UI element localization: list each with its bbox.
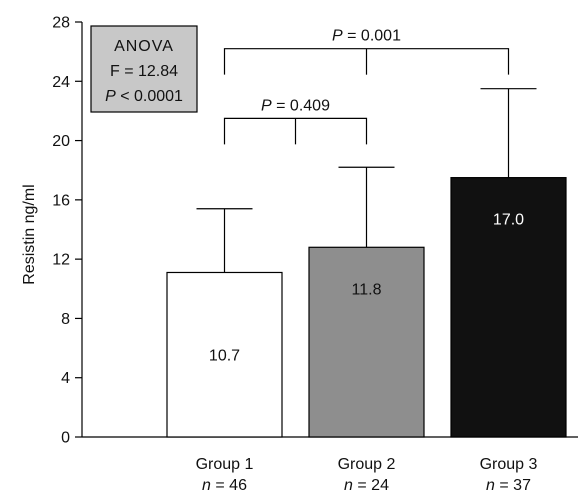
bars: 10.7 Group 1 n = 46 11.8 Group 2 n = 24 17.0 Gr… <box>166 88 567 493</box>
bar-value-label: 10.7 <box>209 348 240 365</box>
bar-group-3 <box>450 177 567 438</box>
anova-box <box>90 25 198 113</box>
p-symbol: P <box>105 88 116 105</box>
p-symbol: P <box>261 97 272 114</box>
y-tick-label: 20 <box>52 133 70 150</box>
n-value: = 46 <box>211 477 247 493</box>
y-tick-label: 28 <box>52 15 70 32</box>
bar-value-label: 11.8 <box>352 281 382 298</box>
y-tick-label: 16 <box>52 192 70 209</box>
n-value: = 24 <box>353 477 389 493</box>
n-symbol: n <box>202 477 211 493</box>
p-value-text: = 0.409 <box>272 97 330 114</box>
x-tick-label: Group 2 <box>338 456 396 473</box>
y-tick-label: 12 <box>52 252 70 269</box>
n-symbol: n <box>486 477 495 493</box>
comparison-bracket <box>223 117 368 145</box>
sample-size-label: n = 24 <box>344 477 389 493</box>
comparison-p-value: P = 0.409 <box>261 97 330 114</box>
bar-group-1 <box>166 271 283 438</box>
sample-size-label: n = 37 <box>486 477 531 493</box>
anova-title: ANOVA <box>114 38 174 55</box>
bar-group-2 <box>308 246 425 438</box>
axes: 0 4 8 12 16 20 24 28 Resistin ng/ml <box>21 15 578 447</box>
y-tick-label: 24 <box>52 74 70 91</box>
p-symbol: P <box>332 28 343 45</box>
y-tick-label: 0 <box>61 430 70 447</box>
comparison-p-value: P = 0.001 <box>332 28 401 45</box>
sample-size-label: n = 46 <box>202 477 247 493</box>
p-value-text: = 0.001 <box>343 28 401 45</box>
n-value: = 37 <box>495 477 531 493</box>
bar-value-label: 17.0 <box>493 212 524 229</box>
y-axis-title: Resistin ng/ml <box>21 184 38 284</box>
n-symbol: n <box>344 477 353 493</box>
anova-f-stat: F = 12.84 <box>110 63 178 80</box>
x-tick-label: Group 1 <box>196 456 254 473</box>
y-tick-label: 8 <box>61 311 70 328</box>
x-tick-label: Group 3 <box>480 456 538 473</box>
anova-p-text: < 0.0001 <box>116 88 183 105</box>
y-tick-label: 4 <box>61 370 70 387</box>
anova-p-value: P < 0.0001 <box>105 88 183 105</box>
